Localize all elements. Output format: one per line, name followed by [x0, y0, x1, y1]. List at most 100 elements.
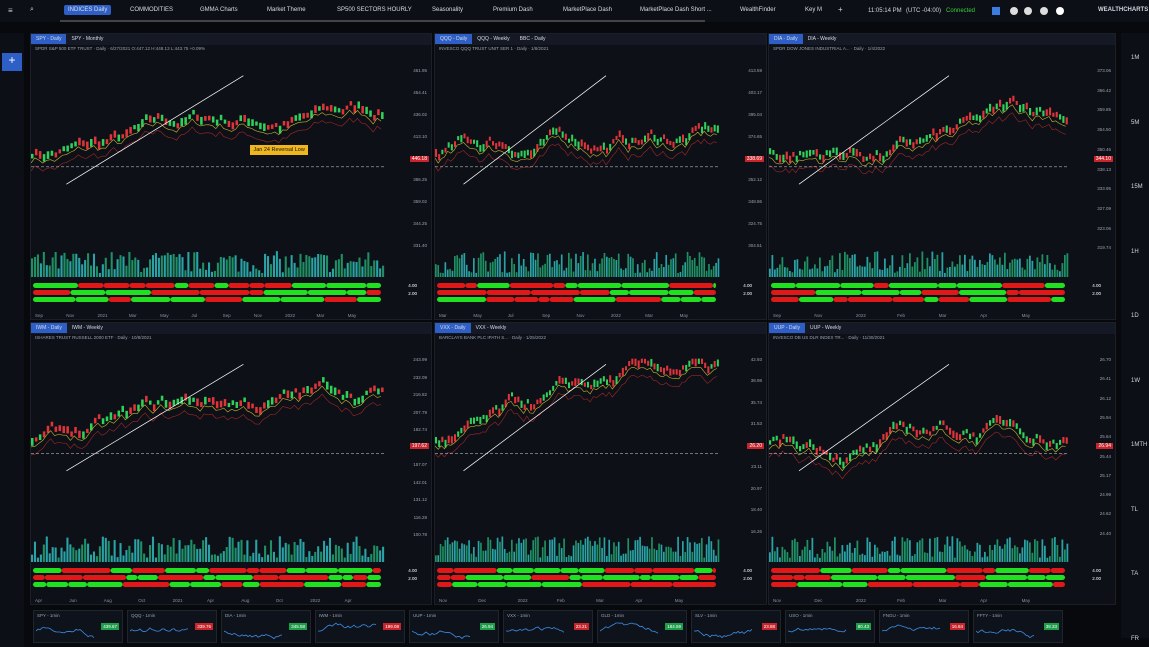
panel-tab[interactable]: SPY - Monthly [71, 36, 104, 42]
panel-tab[interactable]: IWM - Weekly [71, 325, 103, 331]
top-tab[interactable]: Key M [805, 7, 823, 13]
alerts-icon[interactable] [1010, 7, 1018, 15]
menu-icon[interactable]: ≡ [8, 6, 13, 15]
timeframe[interactable]: 5M [1131, 119, 1140, 126]
top-tab[interactable]: Premium Dash [493, 7, 533, 13]
candle [74, 426, 77, 434]
panel-tab[interactable]: UUP - Weekly [810, 325, 842, 331]
candle [596, 380, 599, 387]
volume-bar [446, 537, 449, 562]
top-tab[interactable]: MarketPlace Dash [563, 7, 613, 13]
candle [574, 378, 577, 386]
ticker-card[interactable]: GLD - 1min 184.59 [597, 610, 687, 643]
panel-tab[interactable]: BBC - Daily [519, 36, 546, 42]
indicator-segment [278, 575, 329, 580]
date-label: May [1021, 313, 1031, 318]
candle [101, 418, 105, 425]
top-tab[interactable]: WealthFinder [740, 7, 776, 13]
candle [606, 379, 609, 385]
timeframe[interactable]: 1H [1131, 248, 1139, 255]
search-icon[interactable]: ⌕ [30, 6, 34, 13]
save-icon[interactable] [992, 7, 1000, 15]
ticker-card[interactable]: FNGU - 1min 16.84 [879, 610, 969, 643]
timeframe[interactable]: 1D [1131, 313, 1139, 319]
ticker-card[interactable]: VXX - 1min 23.21 [503, 610, 593, 643]
chart-panel: UUP - Daily UUP - Weekly INVESCO DB US DLR… [768, 322, 1116, 605]
indicator-segment [533, 568, 561, 573]
ticker-card[interactable]: QQQ - 1min 339.76 [127, 610, 217, 643]
volume-bar [231, 257, 234, 277]
panel-tab[interactable]: VXX - Daily [435, 323, 471, 333]
panel-tab[interactable]: QQQ - Weekly [477, 36, 510, 42]
candle [473, 139, 476, 144]
panel-tab[interactable]: VXX - Weekly [475, 325, 507, 331]
top-tab[interactable]: Seasonality [432, 7, 464, 13]
timeframe[interactable]: TA [1131, 571, 1139, 577]
indicator-segment [530, 290, 580, 295]
ticker-card[interactable]: USO - 1min 80.43 [785, 610, 875, 643]
date-label: 2022 [310, 598, 321, 603]
candle [701, 358, 704, 364]
top-tab[interactable]: MarketPlace Dash Short ... [640, 7, 712, 13]
volume-bar [779, 557, 781, 562]
candle [552, 127, 555, 135]
user-icon[interactable] [1056, 7, 1064, 15]
candle [117, 410, 121, 417]
settings-icon[interactable] [1024, 7, 1032, 15]
timeframe[interactable]: FR [1131, 635, 1139, 642]
price-label: 20.97 [750, 485, 762, 491]
ticker-card[interactable]: UUP - 1min 26.94 [409, 610, 499, 643]
volume-bar [484, 550, 487, 562]
candle [211, 397, 215, 405]
candle [188, 397, 191, 405]
volume-bar [311, 257, 314, 277]
indicator-segment [214, 283, 229, 288]
tab-scrollbar[interactable] [60, 20, 705, 22]
panel-tab[interactable]: SPY - Daily [31, 34, 67, 44]
ticker-card[interactable]: SLV - 1min 23.88 [691, 610, 781, 643]
ticker-card[interactable]: SPY - 1min 439.67 [33, 610, 123, 643]
candle [329, 105, 333, 112]
timeframe[interactable]: 1M [1131, 55, 1140, 61]
candle [133, 404, 136, 411]
volume-bar [187, 251, 190, 277]
timeframe[interactable]: TL [1131, 506, 1139, 513]
add-tab[interactable]: + [838, 5, 843, 14]
timezone[interactable]: (UTC -04:00) [906, 8, 942, 14]
volume-bar [712, 549, 715, 562]
panel-tab[interactable]: UUP - Daily [769, 323, 806, 333]
panel-tab[interactable]: QQQ - Daily [435, 34, 473, 44]
top-tab[interactable]: COMMODITIES [130, 7, 173, 13]
top-tab[interactable]: SP500 SECTORS HOURLY [337, 7, 412, 13]
ticker-card[interactable]: IWM - 1min 199.08 [315, 610, 405, 643]
ticker-price: 345.58 [289, 623, 307, 630]
candle [618, 372, 621, 378]
indicator-segment [1050, 568, 1065, 573]
timeframe[interactable]: 1MTH [1131, 442, 1148, 448]
volume-bar [382, 546, 385, 562]
candle [86, 428, 89, 434]
top-tab[interactable]: Market Theme [267, 7, 306, 13]
candle [634, 358, 637, 366]
timeframe[interactable]: 1W [1131, 377, 1140, 384]
volume-bar [320, 551, 323, 562]
top-tab[interactable]: GMMA Charts [200, 7, 238, 13]
volume-bar [703, 257, 706, 277]
timeframe[interactable]: 15M [1131, 184, 1143, 190]
volume-bar [461, 254, 463, 277]
candle [694, 125, 697, 131]
ticker-card[interactable]: FFTY - 1min 38.33 [973, 610, 1063, 643]
panel-tab[interactable]: DIA - Daily [769, 34, 803, 44]
top-tab[interactable]: INDICES Daily [64, 5, 112, 15]
volume-bar [1051, 269, 1054, 277]
candle [1009, 97, 1012, 104]
volume-bar [779, 264, 781, 277]
panel-tab[interactable]: IWM - Daily [31, 323, 67, 333]
add-button[interactable]: + [2, 53, 22, 71]
candle [577, 141, 580, 150]
panel-tab[interactable]: DIA - Weekly [807, 36, 837, 42]
help-icon[interactable] [1040, 7, 1048, 15]
volume-bar [610, 554, 613, 562]
candle [1009, 419, 1012, 427]
ticker-card[interactable]: DIA - 1min 345.58 [221, 610, 311, 643]
